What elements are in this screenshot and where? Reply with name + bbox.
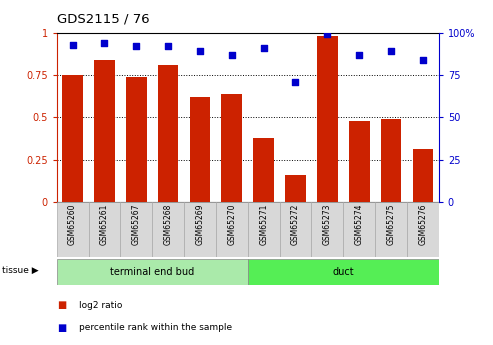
Text: GDS2115 / 76: GDS2115 / 76: [57, 13, 149, 26]
Text: GSM65260: GSM65260: [68, 204, 77, 245]
Point: [260, 45, 268, 51]
Text: GSM65274: GSM65274: [354, 204, 364, 245]
Text: tissue ▶: tissue ▶: [2, 266, 39, 275]
Text: log2 ratio: log2 ratio: [79, 301, 122, 310]
Point: [164, 43, 172, 49]
Text: GSM65267: GSM65267: [132, 204, 141, 245]
Point: [355, 52, 363, 58]
Text: ■: ■: [57, 323, 66, 333]
Bar: [221, 93, 242, 202]
Bar: [120, 202, 152, 257]
Point: [387, 49, 395, 54]
Bar: [152, 202, 184, 257]
Bar: [94, 60, 115, 202]
Bar: [126, 77, 146, 202]
Bar: [349, 121, 370, 202]
Text: GSM65261: GSM65261: [100, 204, 109, 245]
Bar: [190, 97, 211, 202]
Point: [132, 43, 140, 49]
Text: ■: ■: [57, 300, 66, 310]
Bar: [280, 202, 312, 257]
Text: GSM65270: GSM65270: [227, 204, 236, 245]
Point: [323, 32, 331, 37]
Text: GSM65272: GSM65272: [291, 204, 300, 245]
Text: GSM65276: GSM65276: [419, 204, 427, 245]
Text: GSM65268: GSM65268: [164, 204, 173, 245]
Point: [69, 42, 76, 47]
Bar: [285, 175, 306, 202]
Text: GSM65269: GSM65269: [195, 204, 205, 245]
Text: GSM65273: GSM65273: [323, 204, 332, 245]
Bar: [57, 259, 247, 285]
Bar: [413, 149, 433, 202]
Bar: [216, 202, 247, 257]
Bar: [381, 119, 401, 202]
Text: GSM65275: GSM65275: [387, 204, 395, 245]
Bar: [62, 75, 83, 202]
Bar: [57, 202, 89, 257]
Text: terminal end bud: terminal end bud: [110, 267, 194, 277]
Bar: [247, 202, 280, 257]
Point: [196, 49, 204, 54]
Point: [228, 52, 236, 58]
Bar: [343, 202, 375, 257]
Text: percentile rank within the sample: percentile rank within the sample: [79, 323, 232, 332]
Text: GSM65271: GSM65271: [259, 204, 268, 245]
Bar: [89, 202, 120, 257]
Bar: [375, 202, 407, 257]
Point: [291, 79, 299, 85]
Bar: [253, 138, 274, 202]
Bar: [317, 36, 338, 202]
Bar: [247, 259, 439, 285]
Point: [419, 57, 427, 62]
Bar: [184, 202, 216, 257]
Point: [101, 40, 108, 46]
Bar: [312, 202, 343, 257]
Text: duct: duct: [332, 267, 354, 277]
Bar: [407, 202, 439, 257]
Bar: [158, 65, 178, 202]
